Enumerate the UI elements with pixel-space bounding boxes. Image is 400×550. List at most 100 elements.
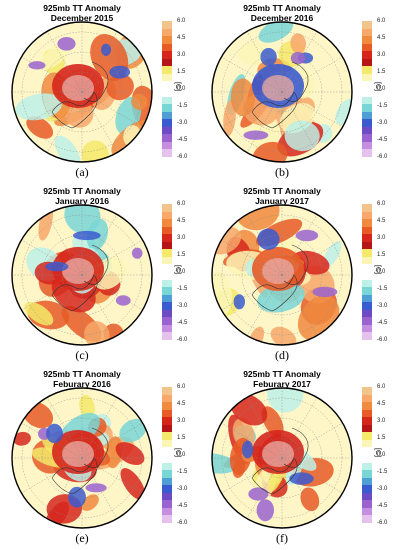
colorbar-swatch — [362, 256, 372, 265]
cold-anomaly — [109, 65, 131, 79]
map-panel: 925mb TT Anomaly December 2015 [C] (a) 6… — [0, 0, 200, 183]
meridian-line — [81, 274, 118, 336]
colorbar-tick-label: 1.5 — [377, 435, 386, 441]
anomaly-field — [12, 388, 152, 528]
colorbar-tick-label: -1.5 — [377, 103, 388, 109]
core-anomaly — [62, 441, 94, 467]
colorbar-tick-label: 1.5 — [177, 69, 186, 75]
colorbar-swatch — [162, 317, 172, 326]
meridian-line — [246, 214, 283, 276]
colorbar-tick-label: 6.0 — [177, 384, 186, 390]
cold-anomaly — [233, 294, 245, 310]
colorbar-swatch — [362, 226, 372, 235]
anomaly-blob — [54, 135, 81, 162]
colorbar-swatch — [362, 470, 372, 479]
coastline — [251, 457, 298, 495]
colorbar-tick-label: -1.5 — [177, 103, 188, 109]
colorbar-swatch — [162, 417, 172, 426]
panel-title: 925mb TT Anomaly — [43, 3, 121, 13]
meridian-line — [46, 214, 83, 276]
colorbar-tick-label: -1.5 — [377, 469, 388, 475]
panel-label: (d) — [275, 348, 289, 362]
meridian-line — [81, 397, 118, 459]
meridian-line — [81, 91, 143, 128]
colorbar-swatch — [162, 111, 172, 120]
cold-anomaly — [243, 130, 269, 140]
colorbar-tick-label: -6.0 — [377, 520, 388, 526]
anomaly-field — [12, 22, 152, 162]
anomaly-blob — [267, 388, 304, 413]
anomaly-blob — [79, 394, 95, 418]
anomaly-blob — [120, 468, 146, 501]
coastline — [51, 91, 98, 129]
colorbar-tick-label: 1.5 — [177, 435, 186, 441]
meridian-line — [81, 422, 143, 459]
colorbar — [162, 387, 172, 524]
panel-title: 925mb TT Anomaly — [43, 186, 121, 196]
colorbar-swatch — [362, 36, 372, 45]
core-anomaly — [262, 75, 294, 101]
core-anomaly — [262, 258, 294, 284]
colorbar-tick-label: -6.0 — [177, 154, 188, 160]
latitude-circle — [261, 254, 303, 296]
meridian-line — [246, 31, 283, 93]
map-border — [211, 387, 353, 529]
cold-anomaly — [248, 487, 269, 501]
colorbar-swatch — [362, 500, 372, 509]
meridian-line — [81, 214, 118, 276]
panel-label: (a) — [75, 165, 89, 179]
colorbar-tick-label: 3.0 — [377, 52, 386, 58]
colorbar-tick-label: 1.5 — [377, 69, 386, 75]
colorbar-swatch — [362, 28, 372, 37]
colorbar-tick-label: -3.0 — [177, 303, 188, 309]
colorbar-swatch — [162, 219, 172, 228]
colorbar-swatch — [162, 279, 172, 288]
colorbar-tick-label: 4.5 — [177, 401, 186, 407]
anomaly-blob — [223, 99, 236, 137]
colorbar-swatch — [362, 394, 372, 403]
colorbar-swatch — [362, 219, 372, 228]
colorbar-tick-label: -4.5 — [377, 320, 388, 326]
colorbar-tick-label: 1.5 — [377, 252, 386, 258]
colorbar-tick-label: 6.0 — [177, 201, 186, 207]
colorbar-swatch — [362, 149, 372, 158]
colorbar-swatch — [162, 141, 172, 150]
coastline — [251, 91, 298, 129]
panel-label: (f) — [276, 531, 288, 545]
colorbar-swatch — [162, 332, 172, 341]
meridian-line — [221, 274, 283, 311]
colorbar-swatch — [162, 477, 172, 486]
colorbar-tick-label: 4.5 — [177, 218, 186, 224]
meridian-line — [21, 91, 83, 128]
anomaly-blob — [300, 487, 320, 512]
colorbar-swatch — [162, 402, 172, 411]
cold-anomaly — [45, 261, 69, 272]
map-panel: 925mb TT Anomaly Feburary 2017 [C] (f) 6… — [200, 366, 400, 549]
colorbar-swatch — [162, 73, 172, 82]
colorbar-tick-label: 1.5 — [177, 252, 186, 258]
panel-subtitle: Feburary 2016 — [53, 379, 111, 389]
colorbar-swatch — [162, 309, 172, 318]
colorbar-swatch — [162, 104, 172, 113]
latitude-circle — [61, 254, 103, 296]
polar-map — [211, 21, 353, 163]
colorbar-tick-label: 3.0 — [177, 235, 186, 241]
anomaly-blob — [15, 93, 63, 121]
meridian-line — [281, 397, 318, 459]
colorbar-swatch — [362, 89, 372, 98]
colorbar-tick-label: -1.5 — [177, 286, 188, 292]
meridian-line — [81, 274, 143, 311]
coastline — [283, 427, 309, 468]
colorbar-swatch — [162, 515, 172, 524]
colorbar-tick-label: 0.0 — [177, 86, 186, 92]
panel-subtitle: December 2015 — [50, 13, 114, 23]
colorbar-swatch — [162, 119, 172, 128]
cold-anomaly — [241, 440, 254, 459]
anomaly-blob — [323, 241, 342, 267]
cold-anomaly — [72, 230, 101, 241]
map-border — [211, 21, 353, 163]
meridian-line — [281, 31, 318, 93]
colorbar-tick-label: -4.5 — [177, 320, 188, 326]
polar-map — [11, 387, 153, 529]
cold-anomaly — [290, 51, 306, 65]
